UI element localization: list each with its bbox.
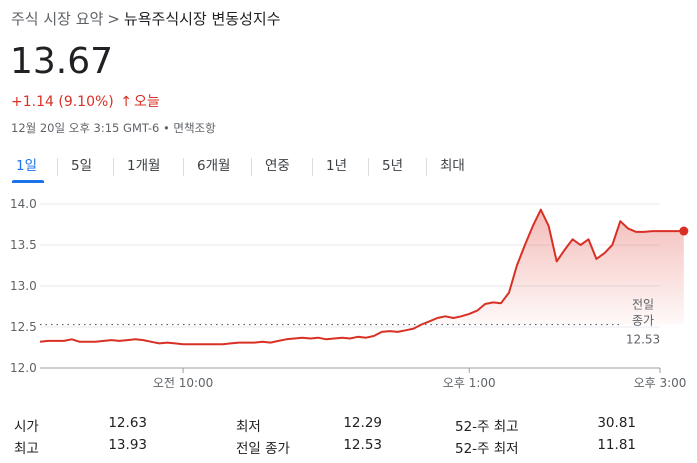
y-tick-label: 12.0 (10, 361, 37, 375)
tab-separator (368, 158, 369, 176)
tab-separator (183, 158, 184, 176)
active-tab-indicator (12, 180, 44, 183)
price-chart[interactable]: 14.0 13.5 13.0 12.5 12.0 오전 10:00 오후 1:00 오후 3:… (0, 190, 697, 400)
previous-close-label: 전일 (632, 298, 654, 312)
x-tick-label: 오후 1:00 (443, 376, 496, 390)
stat-label: 52-주 최고 (455, 419, 519, 435)
stat-value: 12.63 (108, 415, 147, 431)
stat-value: 11.81 (597, 437, 636, 453)
breadcrumb-current: 뉴욕주식시장 변동성지수 (123, 10, 281, 28)
y-tick-label: 14.0 (10, 197, 37, 211)
y-tick-label: 13.5 (10, 238, 37, 252)
tab-range[interactable]: 1개월 (127, 158, 161, 174)
current-price: 13.67 (10, 41, 114, 82)
area-fill (40, 209, 684, 325)
breadcrumb-root-link[interactable]: 주식 시장 요약 (11, 10, 104, 28)
price-line (39, 208, 684, 346)
stat-label: 최저 (236, 419, 261, 435)
stat-label: 52-주 최저 (455, 441, 519, 457)
tab-range[interactable]: 5년 (382, 158, 404, 174)
stat-label: 시가 (14, 419, 39, 435)
change-period: 오늘 (133, 94, 160, 110)
x-tick-label: 오후 3:00 (634, 376, 687, 390)
y-tick-label: 12.5 (10, 320, 37, 334)
range-tabs: 1일 5일 1개월 6개월 연중 1년 5년 최대 (0, 152, 697, 184)
arrow-up-icon: ↑ (120, 94, 132, 110)
price-change: +1.14 (9.10%) ↑ 오늘 (11, 91, 160, 111)
tab-range[interactable]: 5일 (71, 158, 93, 174)
stat-value: 30.81 (597, 415, 636, 431)
tab-separator (251, 158, 252, 176)
stat-label: 최고 (14, 441, 39, 457)
x-tick-label: 오전 10:00 (153, 376, 213, 390)
change-value: +1.14 (9.10%) (11, 94, 114, 110)
tab-range[interactable]: 최대 (440, 158, 465, 174)
tab-separator (57, 158, 58, 176)
current-point (679, 226, 689, 236)
tab-range[interactable]: 연중 (265, 158, 290, 174)
stat-value: 13.93 (108, 437, 147, 453)
previous-close-label: 종가 (632, 314, 654, 328)
timestamp-disclaimer: 12월 20일 오후 3:15 GMT-6 • 면책조항 (11, 121, 216, 135)
tab-separator (312, 158, 313, 176)
breadcrumb-separator: > (107, 10, 120, 28)
y-tick-label: 13.0 (10, 279, 37, 293)
tab-separator (426, 158, 427, 176)
stat-value: 12.29 (343, 415, 382, 431)
stat-value: 12.53 (343, 437, 382, 453)
previous-close-label: 12.53 (626, 333, 660, 347)
stat-label: 전일 종가 (236, 441, 290, 457)
breadcrumb: 주식 시장 요약 > 뉴욕주식시장 변동성지수 (11, 8, 281, 29)
tab-separator (113, 158, 114, 176)
tab-range[interactable]: 1년 (326, 158, 348, 174)
tab-range[interactable]: 6개월 (197, 158, 231, 174)
tab-range[interactable]: 1일 (16, 158, 38, 174)
